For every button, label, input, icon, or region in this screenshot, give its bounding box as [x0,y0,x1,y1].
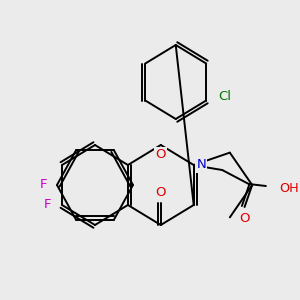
Text: F: F [40,178,47,191]
Text: OH: OH [279,182,299,194]
Text: O: O [239,212,250,224]
Text: N: N [196,158,206,172]
Text: Cl: Cl [219,90,232,103]
Text: O: O [155,185,166,199]
Text: F: F [44,199,52,212]
Text: O: O [155,148,166,161]
